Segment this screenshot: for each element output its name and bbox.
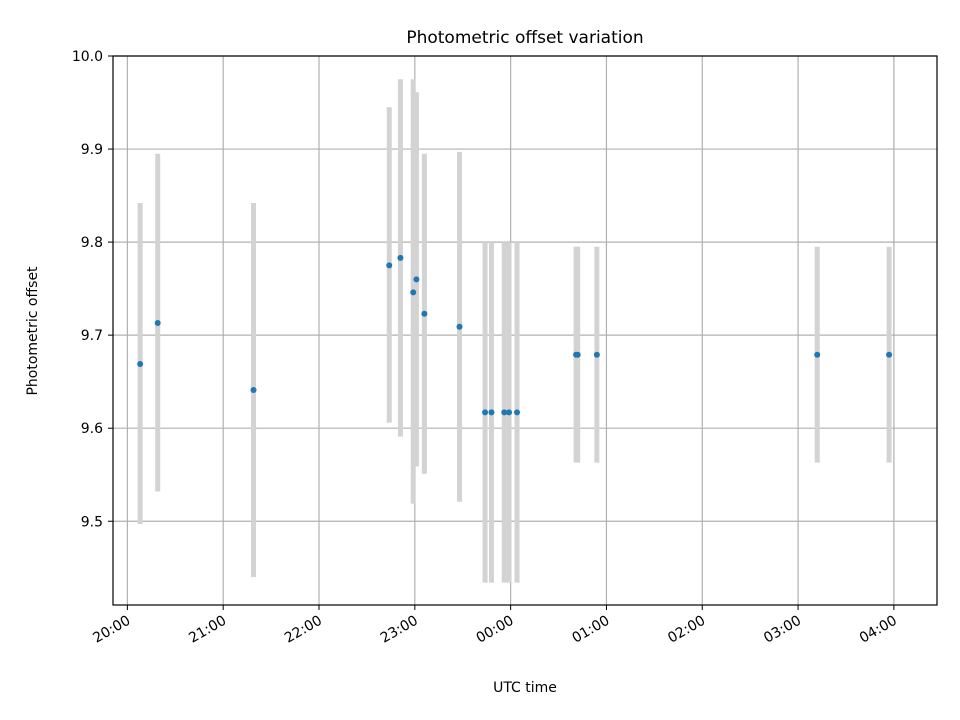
data-point [154, 320, 161, 327]
data-point [501, 409, 508, 416]
data-point [250, 387, 257, 394]
data-point [386, 262, 393, 269]
y-tick-label: 10.0 [72, 49, 103, 65]
y-tick-label: 9.9 [81, 142, 103, 158]
data-point [488, 409, 495, 416]
data-point [482, 409, 489, 416]
data-point [456, 323, 463, 330]
data-points [137, 254, 893, 416]
y-tick-label: 9.7 [81, 328, 103, 344]
y-tick-label: 9.6 [81, 421, 103, 437]
data-point [397, 254, 404, 261]
data-point [593, 351, 600, 358]
data-point [421, 310, 428, 317]
data-point [514, 409, 521, 416]
y-axis-label: Photometric offset [25, 266, 41, 396]
data-point [574, 351, 581, 358]
data-point [413, 276, 420, 283]
y-tick-label: 9.5 [81, 514, 103, 530]
data-point [886, 351, 893, 358]
data-point [137, 360, 144, 367]
y-tick-label: 9.8 [81, 235, 103, 251]
data-point [410, 289, 417, 296]
plot-area-frame [112, 55, 938, 606]
chart-title: Photometric offset variation [406, 28, 643, 48]
data-point [506, 409, 513, 416]
data-point [814, 351, 821, 358]
x-axis-label: UTC time [493, 680, 557, 696]
